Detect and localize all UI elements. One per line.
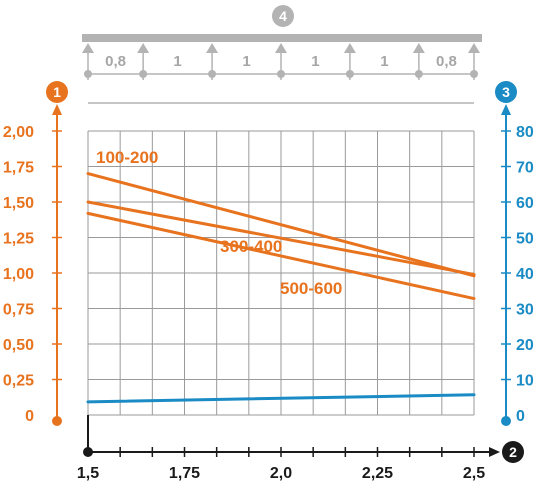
right-axis-tick-label: 50	[516, 231, 534, 248]
bottom-axis-tick-label: 1,75	[169, 465, 200, 482]
span-label: 1	[311, 53, 319, 70]
series-labels: 100-200 300-400 500-600	[96, 148, 342, 298]
series-line-blue	[86, 393, 476, 404]
right-axis-tick-label: 40	[516, 266, 534, 283]
marker-3-circle	[495, 81, 517, 103]
series-label-500-600: 500-600	[280, 279, 342, 298]
beam-bar	[82, 34, 482, 42]
left-axis-tick-label: 2,00	[3, 124, 34, 141]
marker-4-label: 4	[279, 8, 287, 24]
left-axis-origin-dot	[52, 416, 62, 426]
bottom-axis-tick-label: 1,5	[77, 465, 99, 482]
bottom-axis-tick-label: 2,5	[463, 465, 485, 482]
span-label-bg	[232, 52, 261, 70]
right-axis-tick-label: 0	[516, 408, 525, 425]
bottom-axis-tick-label: 2,25	[362, 465, 393, 482]
span-label-bg	[432, 52, 461, 70]
bottom-axis-arrow	[489, 447, 500, 457]
span-label: 1	[380, 53, 388, 70]
right-axis-tick-label: 10	[516, 373, 534, 390]
right-axis-origin-dot	[501, 416, 511, 426]
left-axis-tick-label: 0,75	[3, 302, 34, 319]
support-beam: 0,8 1 1 1 1 0,8 4	[82, 5, 482, 104]
left-axis-tick-label: 1,25	[3, 231, 34, 248]
marker-3-label: 3	[502, 84, 510, 100]
left-axis-arrow	[52, 104, 62, 115]
marker-1-label: 1	[53, 84, 61, 100]
marker-4-circle	[272, 5, 294, 27]
series-lines	[86, 172, 476, 404]
left-axis-tick-label: 1,00	[3, 266, 34, 283]
marker-2-label: 2	[509, 444, 517, 460]
left-axis-tick-label: 1,50	[3, 195, 34, 212]
support-triangle	[82, 43, 94, 53]
bottom-axis-origin-dot	[83, 447, 93, 457]
bottom-axis-tick-label: 2,0	[270, 465, 292, 482]
right-axis-tick-label: 60	[516, 195, 534, 212]
axes: 100,250,500,751,001,251,501,752,00301020…	[3, 81, 534, 482]
left-axis-tick-label: 0	[25, 408, 34, 425]
right-axis-tick-label: 20	[516, 337, 534, 354]
marker-1-circle	[46, 81, 68, 103]
span-label-bg	[370, 52, 399, 70]
series-line-500-600	[86, 211, 476, 301]
marker-2-circle	[502, 441, 524, 463]
span-label: 0,8	[105, 53, 126, 70]
span-label: 1	[173, 53, 181, 70]
span-label-bg	[301, 52, 330, 70]
span-label-bg	[101, 52, 130, 70]
series-label-300-400: 300-400	[220, 237, 282, 256]
left-axis-tick-label: 0,50	[3, 337, 34, 354]
support-triangle	[137, 43, 150, 53]
support-triangle	[343, 43, 356, 53]
span-label: 0,8	[436, 53, 457, 70]
left-axis-tick-label: 0,25	[3, 373, 34, 390]
series-label-100-200: 100-200	[96, 148, 158, 167]
right-axis-tick-label: 30	[516, 302, 534, 319]
series-line-100-200	[86, 172, 476, 278]
span-label: 1	[242, 53, 250, 70]
support-triangle	[468, 43, 480, 53]
support-triangle	[206, 43, 219, 53]
grid	[87, 130, 475, 416]
support-triangle	[412, 43, 425, 53]
right-axis-tick-label: 80	[516, 124, 534, 141]
support-triangle	[275, 43, 287, 53]
series-line-300-400	[86, 200, 476, 276]
left-axis-tick-label: 1,75	[3, 160, 34, 177]
right-axis-arrow	[501, 104, 511, 115]
right-axis-tick-label: 70	[516, 160, 534, 177]
span-label-bg	[163, 52, 192, 70]
